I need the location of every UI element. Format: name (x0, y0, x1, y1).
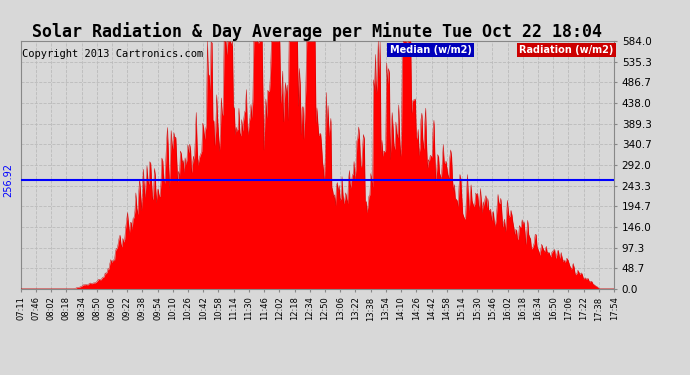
Text: Median (w/m2): Median (w/m2) (390, 45, 472, 55)
Text: Radiation (w/m2): Radiation (w/m2) (519, 45, 613, 55)
Text: Copyright 2013 Cartronics.com: Copyright 2013 Cartronics.com (22, 49, 203, 58)
Title: Solar Radiation & Day Average per Minute Tue Oct 22 18:04: Solar Radiation & Day Average per Minute… (32, 22, 602, 41)
Text: 256.92: 256.92 (3, 163, 14, 197)
